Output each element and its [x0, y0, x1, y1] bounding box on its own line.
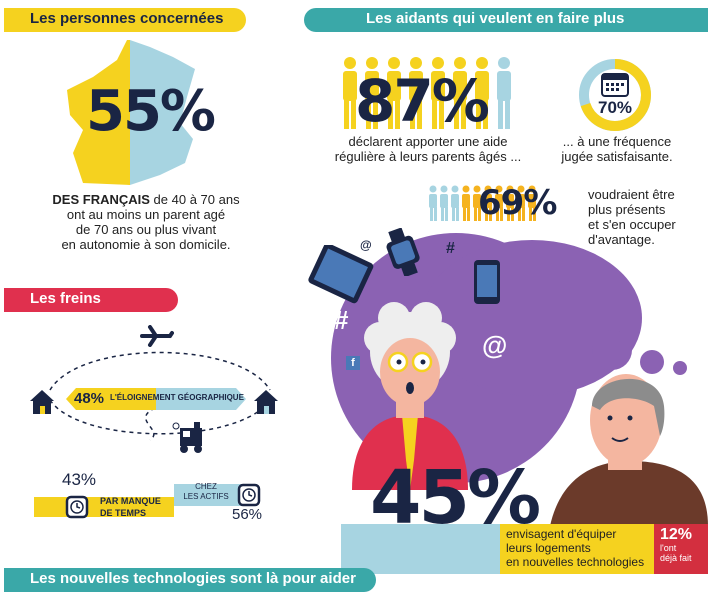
tech-percent: 45%	[370, 455, 541, 541]
persons-text-1: de 40 à 70 ans	[149, 192, 240, 207]
header-persons-concerned: Les personnes concernées	[4, 8, 246, 32]
active-percent: 56%	[232, 506, 263, 523]
helpers-stat3-text-1: voudraient être	[588, 187, 675, 202]
helpers-stat2-text-2: jugée satisfaisante.	[561, 149, 673, 164]
hashtag-icon: #	[334, 305, 349, 335]
time-label: PAR MANQUE DE TEMPS	[100, 495, 161, 519]
tech-text-2: leurs logements	[506, 541, 591, 555]
wristwatch-blue: CHEZ LES ACTIFS	[174, 480, 264, 510]
header-helpers-label: Les aidants qui veulent en faire plus	[366, 10, 625, 27]
active-label-2: LES ACTIFS	[183, 492, 229, 501]
distance-arc	[49, 351, 271, 441]
footer-banner: Les nouvelles technologies sont là pour …	[4, 568, 376, 592]
active-label: CHEZ LES ACTIFS	[176, 482, 236, 502]
helpers-stat2-text-1: ... à une fréquence	[562, 134, 672, 149]
footer-banner-label: Les nouvelles technologies sont là pour …	[30, 570, 356, 587]
helpers-stat3-text: voudraient être plus présents et s'en oc…	[588, 187, 698, 247]
time-percent: 43%	[62, 470, 97, 489]
persons-percent: 55%	[86, 79, 216, 144]
tech-yellow-box	[500, 524, 654, 574]
helpers-stat2-percent: 70%	[597, 98, 633, 117]
calendar-icon	[601, 73, 629, 97]
smartwatch-icon	[386, 228, 420, 276]
wristwatch-icon	[65, 495, 89, 519]
people-row-yellow-icon	[343, 57, 511, 129]
tech-text: envisagent d'équiper leurs logements en …	[506, 527, 654, 569]
helpers-stat3-percent: 69%	[478, 183, 557, 223]
tech-blue-band	[341, 524, 501, 574]
helpers-stat3-text-2: plus présents	[588, 202, 666, 217]
persons-text-bold: DES FRANÇAIS	[52, 192, 150, 207]
tech-already-percent: 12%	[660, 526, 693, 543]
helpers-stat1-percent: 87%	[355, 67, 490, 135]
elderly-man-illustration	[550, 374, 708, 526]
tech-already-box: 12% l'ont déjà fait	[654, 524, 708, 574]
elderly-woman-illustration	[352, 302, 468, 490]
wristwatch-yellow: PAR MANQUE DE TEMPS	[34, 494, 174, 520]
train-icon	[172, 422, 202, 453]
helpers-stat3-text-3: et s'en occuper	[588, 217, 676, 232]
distance-label: L'ÉLOIGNEMENT GÉOGRAPHIQUE	[110, 393, 244, 402]
header-brakes: Les freins	[4, 288, 178, 312]
helpers-stat3-text-4: d'avantage.	[588, 232, 655, 247]
house-icon	[30, 390, 54, 414]
france-map-icon	[67, 40, 195, 185]
facebook-icon: f	[346, 356, 360, 370]
tech-text-3: en nouvelles technologies	[506, 555, 645, 569]
at-icon: @	[482, 330, 508, 360]
wristwatch-icon	[237, 483, 261, 507]
persons-text-4: en autonomie à son domicile.	[61, 237, 231, 252]
airplane-icon	[140, 325, 174, 347]
helpers-stat1-text: déclarent apporter une aide régulière à …	[318, 134, 538, 164]
header-persons-concerned-label: Les personnes concernées	[30, 10, 224, 27]
hashtag-icon: #	[446, 240, 455, 257]
at-icon: @	[360, 238, 372, 252]
time-label-1: PAR MANQUE	[100, 496, 161, 506]
header-brakes-label: Les freins	[30, 290, 101, 307]
helpers-stat2-text: ... à une fréquence jugée satisfaisante.	[552, 134, 682, 164]
calendar-gauge-icon	[579, 59, 651, 131]
distance-percent: 48%	[74, 390, 105, 407]
house-icon	[254, 390, 278, 414]
time-label-2: DE TEMPS	[100, 508, 147, 518]
tablet-icon	[308, 245, 374, 304]
people-row-orange-icon	[429, 185, 536, 221]
helpers-stat1-text-1: déclarent apporter une aide	[348, 134, 508, 149]
persons-text-3: de 70 ans ou plus vivant	[75, 222, 217, 237]
distance-banner: 48% L'ÉLOIGNEMENT GÉOGRAPHIQUE	[66, 388, 246, 410]
smartphone-icon	[474, 260, 500, 304]
helpers-stat1-text-2: régulière à leurs parents âgés ...	[334, 149, 522, 164]
tech-already-text-1: l'ont	[660, 543, 677, 553]
active-label-1: CHEZ	[195, 482, 217, 491]
header-helpers: Les aidants qui veulent en faire plus	[304, 8, 708, 32]
persons-text-2: ont au moins un parent agé	[66, 207, 226, 222]
persons-text: DES FRANÇAIS de 40 à 70 ans ont au moins…	[40, 192, 252, 252]
tech-already-text-2: déjà fait	[660, 553, 692, 563]
tech-text-1: envisagent d'équiper	[506, 527, 617, 541]
